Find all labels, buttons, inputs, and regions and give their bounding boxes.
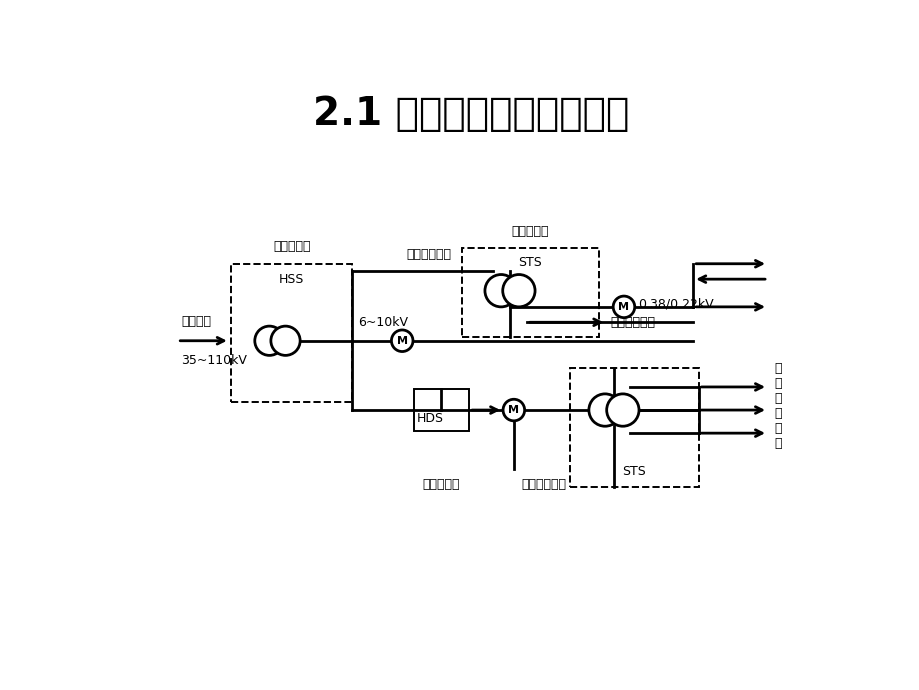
Text: 2.1 负荷计算的内容和目的: 2.1 负荷计算的内容和目的 [313,95,629,132]
Text: HSS: HSS [278,273,304,286]
Circle shape [503,400,524,421]
Text: 高压配电所: 高压配电所 [422,478,460,491]
Text: M: M [396,336,407,346]
Text: 车间变电所: 车间变电所 [511,224,549,237]
Text: 高压配电线路: 高压配电线路 [405,248,450,262]
Circle shape [502,275,535,307]
Text: M: M [618,302,629,312]
Text: 高压用电设备: 高压用电设备 [521,478,566,491]
Circle shape [270,326,300,355]
Circle shape [606,394,639,426]
Text: 低压配电线路: 低压配电线路 [609,316,654,328]
Text: STS: STS [622,465,645,477]
Text: STS: STS [518,256,541,269]
Circle shape [484,275,516,307]
Bar [231,264,352,402]
Text: 供电电源: 供电电源 [181,315,211,328]
Text: 0.38/0.22kV: 0.38/0.22kV [637,297,712,310]
Text: 低
压
用
电
设
备: 低 压 用 电 设 备 [773,362,781,450]
Bar [414,389,469,431]
Text: HDS: HDS [416,412,443,425]
Circle shape [588,394,620,426]
Bar [570,368,698,487]
Text: 35~110kV: 35~110kV [181,354,247,367]
Text: 总降变电所: 总降变电所 [273,240,310,253]
Circle shape [255,326,284,355]
Text: M: M [508,405,519,415]
Bar [461,248,598,337]
Circle shape [391,330,413,351]
Circle shape [613,296,634,317]
Text: 6~10kV: 6~10kV [357,316,408,329]
